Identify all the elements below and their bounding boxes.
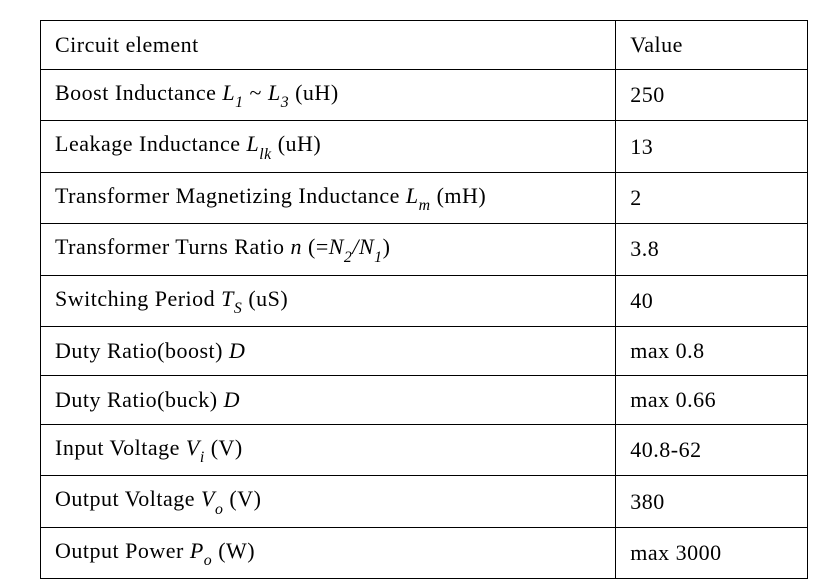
- param-symbol: T: [221, 286, 234, 311]
- param-subscript: 2: [344, 249, 352, 266]
- param-symbol: N: [329, 234, 344, 259]
- param-subscript: o: [215, 501, 223, 518]
- table-row: Input Voltage Vi (V) 40.8-62: [41, 424, 808, 475]
- param-cell: Output Power Po (W): [41, 527, 616, 578]
- param-suffix: (V): [223, 486, 261, 511]
- table-row: Switching Period TS (uS) 40: [41, 275, 808, 326]
- param-suffix: (W): [212, 538, 255, 563]
- param-suffix: (uH): [272, 131, 322, 156]
- param-prefix: Switching Period: [55, 286, 221, 311]
- param-subscript: 1: [374, 249, 382, 266]
- table-row: Boost Inductance L1 ~ L3 (uH) 250: [41, 70, 808, 121]
- param-prefix: Boost Inductance: [55, 80, 222, 105]
- table-row: Transformer Turns Ratio n (=N2/N1) 3.8: [41, 224, 808, 275]
- param-subscript: S: [234, 300, 242, 317]
- param-prefix: Leakage Inductance: [55, 131, 247, 156]
- value-cell: 250: [616, 70, 808, 121]
- param-prefix: Output Voltage: [55, 486, 201, 511]
- param-prefix: Duty Ratio(boost): [55, 338, 229, 363]
- param-cell: Duty Ratio(buck) D: [41, 375, 616, 424]
- param-cell: Input Voltage Vi (V): [41, 424, 616, 475]
- param-symbol: V: [201, 486, 215, 511]
- table-row: Transformer Magnetizing Inductance Lm (m…: [41, 172, 808, 223]
- param-cell: Boost Inductance L1 ~ L3 (uH): [41, 70, 616, 121]
- value-cell: 380: [616, 476, 808, 527]
- value-cell: 3.8: [616, 224, 808, 275]
- param-prefix: Input Voltage: [55, 435, 186, 460]
- value-cell: max 0.8: [616, 326, 808, 375]
- param-suffix: (uS): [242, 286, 288, 311]
- value-cell: 40.8-62: [616, 424, 808, 475]
- circuit-params-table: Circuit element Value Boost Inductance L…: [40, 20, 808, 579]
- param-symbol: L: [406, 183, 419, 208]
- param-cell: Transformer Turns Ratio n (=N2/N1): [41, 224, 616, 275]
- param-symbol: P: [190, 538, 204, 563]
- value-cell: max 3000: [616, 527, 808, 578]
- param-suffix: (V): [205, 435, 243, 460]
- param-subscript: 1: [235, 94, 243, 111]
- param-suffix: (mH): [431, 183, 487, 208]
- param-symbol: L: [268, 80, 281, 105]
- param-cell: Leakage Inductance Llk (uH): [41, 121, 616, 172]
- value-cell: 13: [616, 121, 808, 172]
- param-cell: Output Voltage Vo (V): [41, 476, 616, 527]
- param-mid: ~: [244, 80, 268, 105]
- param-symbol: D: [229, 338, 245, 363]
- param-symbol: L: [247, 131, 260, 156]
- table-row: Duty Ratio(buck) D max 0.66: [41, 375, 808, 424]
- param-subscript: m: [419, 197, 431, 214]
- param-symbol: L: [222, 80, 235, 105]
- param-suffix: (uH): [289, 80, 339, 105]
- param-suffix: ): [383, 234, 391, 259]
- param-subscript: o: [204, 552, 212, 569]
- table-row: Duty Ratio(boost) D max 0.8: [41, 326, 808, 375]
- table-row: Output Power Po (W) max 3000: [41, 527, 808, 578]
- param-cell: Transformer Magnetizing Inductance Lm (m…: [41, 172, 616, 223]
- param-cell: Duty Ratio(boost) D: [41, 326, 616, 375]
- table-row: Leakage Inductance Llk (uH) 13: [41, 121, 808, 172]
- param-prefix: Transformer Magnetizing Inductance: [55, 183, 406, 208]
- header-right: Value: [616, 21, 808, 70]
- param-prefix: Duty Ratio(buck): [55, 387, 224, 412]
- table-row: Output Voltage Vo (V) 380: [41, 476, 808, 527]
- param-subscript: 3: [281, 94, 289, 111]
- param-cell: Switching Period TS (uS): [41, 275, 616, 326]
- param-symbol: V: [186, 435, 200, 460]
- param-prefix: Output Power: [55, 538, 190, 563]
- param-symbol: /N: [352, 234, 374, 259]
- param-subscript: i: [200, 449, 205, 466]
- param-symbol: n: [291, 234, 303, 259]
- value-cell: 40: [616, 275, 808, 326]
- param-subscript: lk: [259, 146, 271, 163]
- table-header-row: Circuit element Value: [41, 21, 808, 70]
- param-symbol: D: [224, 387, 240, 412]
- header-left: Circuit element: [41, 21, 616, 70]
- param-prefix: Transformer Turns Ratio: [55, 234, 291, 259]
- value-cell: max 0.66: [616, 375, 808, 424]
- value-cell: 2: [616, 172, 808, 223]
- param-mid: (=: [302, 234, 329, 259]
